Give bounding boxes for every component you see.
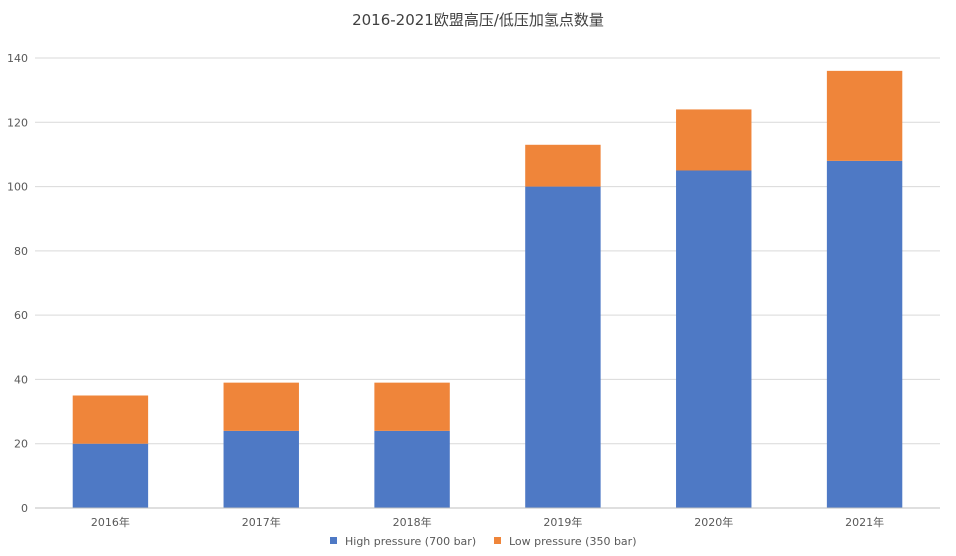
x-tick-label: 2018年 (393, 515, 432, 529)
y-axis-ticks: 0 20 40 60 80 100 120 140 (7, 52, 28, 515)
x-tick-label: 2016年 (91, 515, 130, 529)
chart-title: 2016-2021欧盟高压/低压加氢点数量 (352, 11, 604, 29)
legend: High pressure (700 bar) Low pressure (350… (330, 535, 637, 548)
y-tick-label: 0 (21, 502, 28, 515)
bar-low-pressure (676, 109, 752, 171)
bars (72, 70, 903, 509)
x-tick-label: 2019年 (543, 515, 582, 529)
y-tick-label: 40 (14, 373, 28, 386)
legend-swatch (494, 537, 501, 544)
bar-low-pressure (826, 70, 903, 161)
bar-low-pressure (374, 382, 450, 431)
y-tick-label: 20 (14, 438, 28, 451)
legend-swatch (330, 537, 337, 544)
y-tick-label: 80 (14, 245, 28, 258)
y-tick-label: 140 (7, 52, 28, 65)
bar-low-pressure (223, 382, 299, 431)
bar-low-pressure (525, 144, 601, 187)
legend-label: Low pressure (350 bar) (509, 535, 637, 548)
bar-high-pressure (826, 160, 903, 508)
bar-high-pressure (223, 430, 299, 508)
legend-label: High pressure (700 bar) (345, 535, 476, 548)
x-axis-ticks: 2016年 2017年 2018年 2019年 2020年 2021年 (91, 515, 884, 529)
x-tick-label: 2017年 (242, 515, 281, 529)
y-tick-label: 60 (14, 309, 28, 322)
gridlines (35, 57, 940, 445)
x-tick-label: 2020年 (694, 515, 733, 529)
bar-low-pressure (72, 395, 149, 444)
y-tick-label: 100 (7, 181, 28, 194)
y-tick-label: 120 (7, 116, 28, 129)
bar-high-pressure (676, 170, 752, 508)
bar-high-pressure (72, 443, 149, 508)
bar-high-pressure (525, 186, 601, 509)
x-tick-label: 2021年 (845, 515, 884, 529)
bar-high-pressure (374, 430, 450, 508)
